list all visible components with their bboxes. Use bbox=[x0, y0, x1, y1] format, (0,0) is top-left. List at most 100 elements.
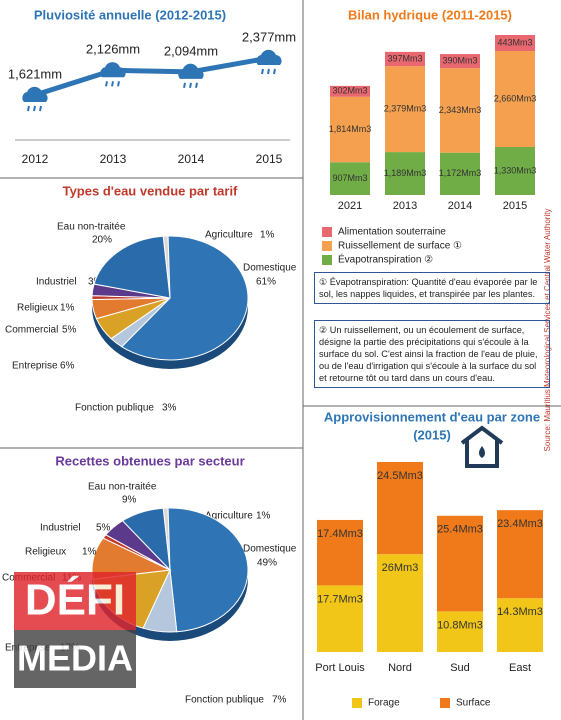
bar-segment bbox=[317, 585, 363, 652]
watermark-box bbox=[14, 630, 136, 688]
bar-segment bbox=[377, 554, 423, 652]
bar-segment bbox=[495, 35, 535, 51]
slice-label: Commercial bbox=[5, 325, 58, 336]
legend-label: Ruissellement de surface ① bbox=[338, 241, 462, 252]
legend-swatch bbox=[322, 241, 332, 251]
cloud-icon bbox=[22, 86, 48, 102]
legend-swatch bbox=[322, 227, 332, 237]
rain-icon bbox=[111, 81, 114, 87]
note: ① Évapotranspiration: Quantité d'eau éva… bbox=[314, 272, 550, 304]
x-tick-label: 2021 bbox=[338, 200, 362, 212]
chart-title: Bilan hydrique (2011-2015) bbox=[348, 7, 512, 22]
rain-icon bbox=[105, 81, 108, 87]
rain-icon bbox=[267, 68, 270, 75]
value-label: 9% bbox=[122, 495, 137, 506]
value-label: 2,660Mm3 bbox=[494, 93, 537, 103]
slice-label: Domestique bbox=[243, 263, 297, 274]
rain-icon bbox=[195, 82, 198, 89]
watermark-box bbox=[14, 572, 136, 630]
slice-label: Agriculture bbox=[205, 511, 253, 522]
value-label: 443Mm3 bbox=[497, 37, 532, 47]
value-label: 5% bbox=[96, 523, 111, 534]
legend-label: Forage bbox=[368, 698, 400, 709]
watermark-text: MEDIA bbox=[17, 638, 133, 679]
value-label: 25.4Mm3 bbox=[437, 524, 483, 536]
bar-segment bbox=[330, 162, 370, 195]
legend-swatch bbox=[440, 698, 450, 708]
slice-label: Entreprise bbox=[12, 361, 58, 372]
bar-segment bbox=[437, 515, 483, 612]
x-tick-label: 2014 bbox=[448, 200, 472, 212]
value-label: 390Mm3 bbox=[442, 55, 477, 65]
bar-segment bbox=[330, 96, 370, 163]
x-tick-label: 2015 bbox=[503, 200, 527, 212]
chart-title: Approvisionnement d'eau par zone bbox=[324, 409, 540, 424]
bar-segment bbox=[377, 462, 423, 555]
value-label: 6% bbox=[60, 361, 75, 372]
bar-segment bbox=[440, 68, 480, 153]
x-tick-label: 2013 bbox=[393, 200, 417, 212]
x-tick-label: Nord bbox=[388, 662, 412, 674]
x-tick-label: Port Louis bbox=[315, 662, 365, 674]
bar-segment bbox=[440, 152, 480, 195]
value-label: 2,126mm bbox=[86, 42, 140, 57]
value-label: 2,094mm bbox=[164, 43, 218, 58]
source: Source: Mauritius Meteorological Service… bbox=[543, 209, 552, 452]
bar-segment bbox=[330, 85, 370, 97]
x-tick-label: 2015 bbox=[256, 152, 283, 166]
bar-segment bbox=[317, 519, 363, 586]
slice-label: Eau non-traitée bbox=[88, 482, 157, 493]
value-label: 302Mm3 bbox=[332, 86, 367, 96]
value-label: 14.3Mm3 bbox=[497, 606, 543, 618]
bar-segment bbox=[385, 51, 425, 67]
slice-label: Industriel bbox=[36, 277, 77, 288]
slice-label: Agriculture bbox=[205, 230, 253, 241]
slice-label: Religieux bbox=[17, 303, 58, 314]
legend-swatch bbox=[352, 698, 362, 708]
value-label: 1,172Mm3 bbox=[439, 168, 482, 178]
watermark-text: DÉFI bbox=[25, 575, 125, 625]
value-label: 397Mm3 bbox=[387, 53, 422, 63]
value-label: 23.4Mm3 bbox=[497, 518, 543, 530]
value-label: 1,814Mm3 bbox=[329, 124, 372, 134]
bar-segment bbox=[440, 54, 480, 69]
value-label: 2,377mm bbox=[242, 29, 296, 44]
line bbox=[34, 55, 270, 98]
slice-label: Fonction publique bbox=[75, 403, 154, 414]
x-tick-label: East bbox=[509, 662, 531, 674]
legend-label: Alimentation souterraine bbox=[338, 227, 446, 238]
slice-label: Domestique bbox=[243, 544, 297, 555]
cloud-icon bbox=[178, 63, 204, 79]
value-label: 61% bbox=[256, 277, 276, 288]
house-icon bbox=[460, 425, 504, 468]
slice-label: Industriel bbox=[40, 523, 81, 534]
value-label: 1,621mm bbox=[8, 66, 62, 81]
slice-label: Fonction publique bbox=[185, 695, 264, 706]
pie-slice bbox=[120, 235, 249, 361]
bar-segment bbox=[385, 66, 425, 153]
value-label: 10.8Mm3 bbox=[437, 619, 483, 631]
value-label: 5% bbox=[62, 325, 77, 336]
value-label: 3% bbox=[162, 403, 177, 414]
chart-title: Types d'eau vendue par tarif bbox=[63, 183, 238, 198]
value-label: 1% bbox=[60, 303, 75, 314]
rain-icon bbox=[261, 68, 264, 75]
pie-slice bbox=[93, 235, 171, 299]
slice-label: Eau non-traitée bbox=[57, 222, 126, 233]
rain-icon bbox=[39, 105, 42, 112]
chart-title: Pluviosité annuelle (2012-2015) bbox=[34, 7, 226, 22]
bar-segment bbox=[495, 50, 535, 147]
note: ② Un ruissellement, ou un écoulement de … bbox=[314, 320, 550, 388]
value-label: 7% bbox=[272, 695, 287, 706]
rain-icon bbox=[117, 81, 120, 87]
value-label: 1,330Mm3 bbox=[494, 165, 537, 175]
bar-segment bbox=[385, 152, 425, 195]
cloud-icon bbox=[256, 49, 282, 65]
pie-slice bbox=[167, 507, 249, 633]
chart-title: Recettes obtenues par secteur bbox=[55, 453, 244, 468]
x-tick-label: 2014 bbox=[178, 152, 205, 166]
value-label: 17.7Mm3 bbox=[317, 593, 363, 605]
rain-icon bbox=[27, 105, 30, 112]
